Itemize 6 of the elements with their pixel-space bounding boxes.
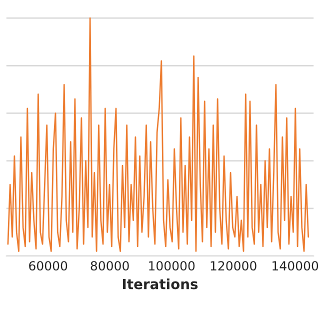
x-tick-label: 140000 — [272, 261, 318, 271]
x-axis-title: Iterations — [123, 278, 198, 290]
x-tick-label: 120000 — [210, 261, 256, 271]
x-tick-label: 100000 — [149, 261, 195, 271]
x-tick-label: 60000 — [29, 261, 68, 271]
x-tick-label: 80000 — [90, 261, 129, 271]
